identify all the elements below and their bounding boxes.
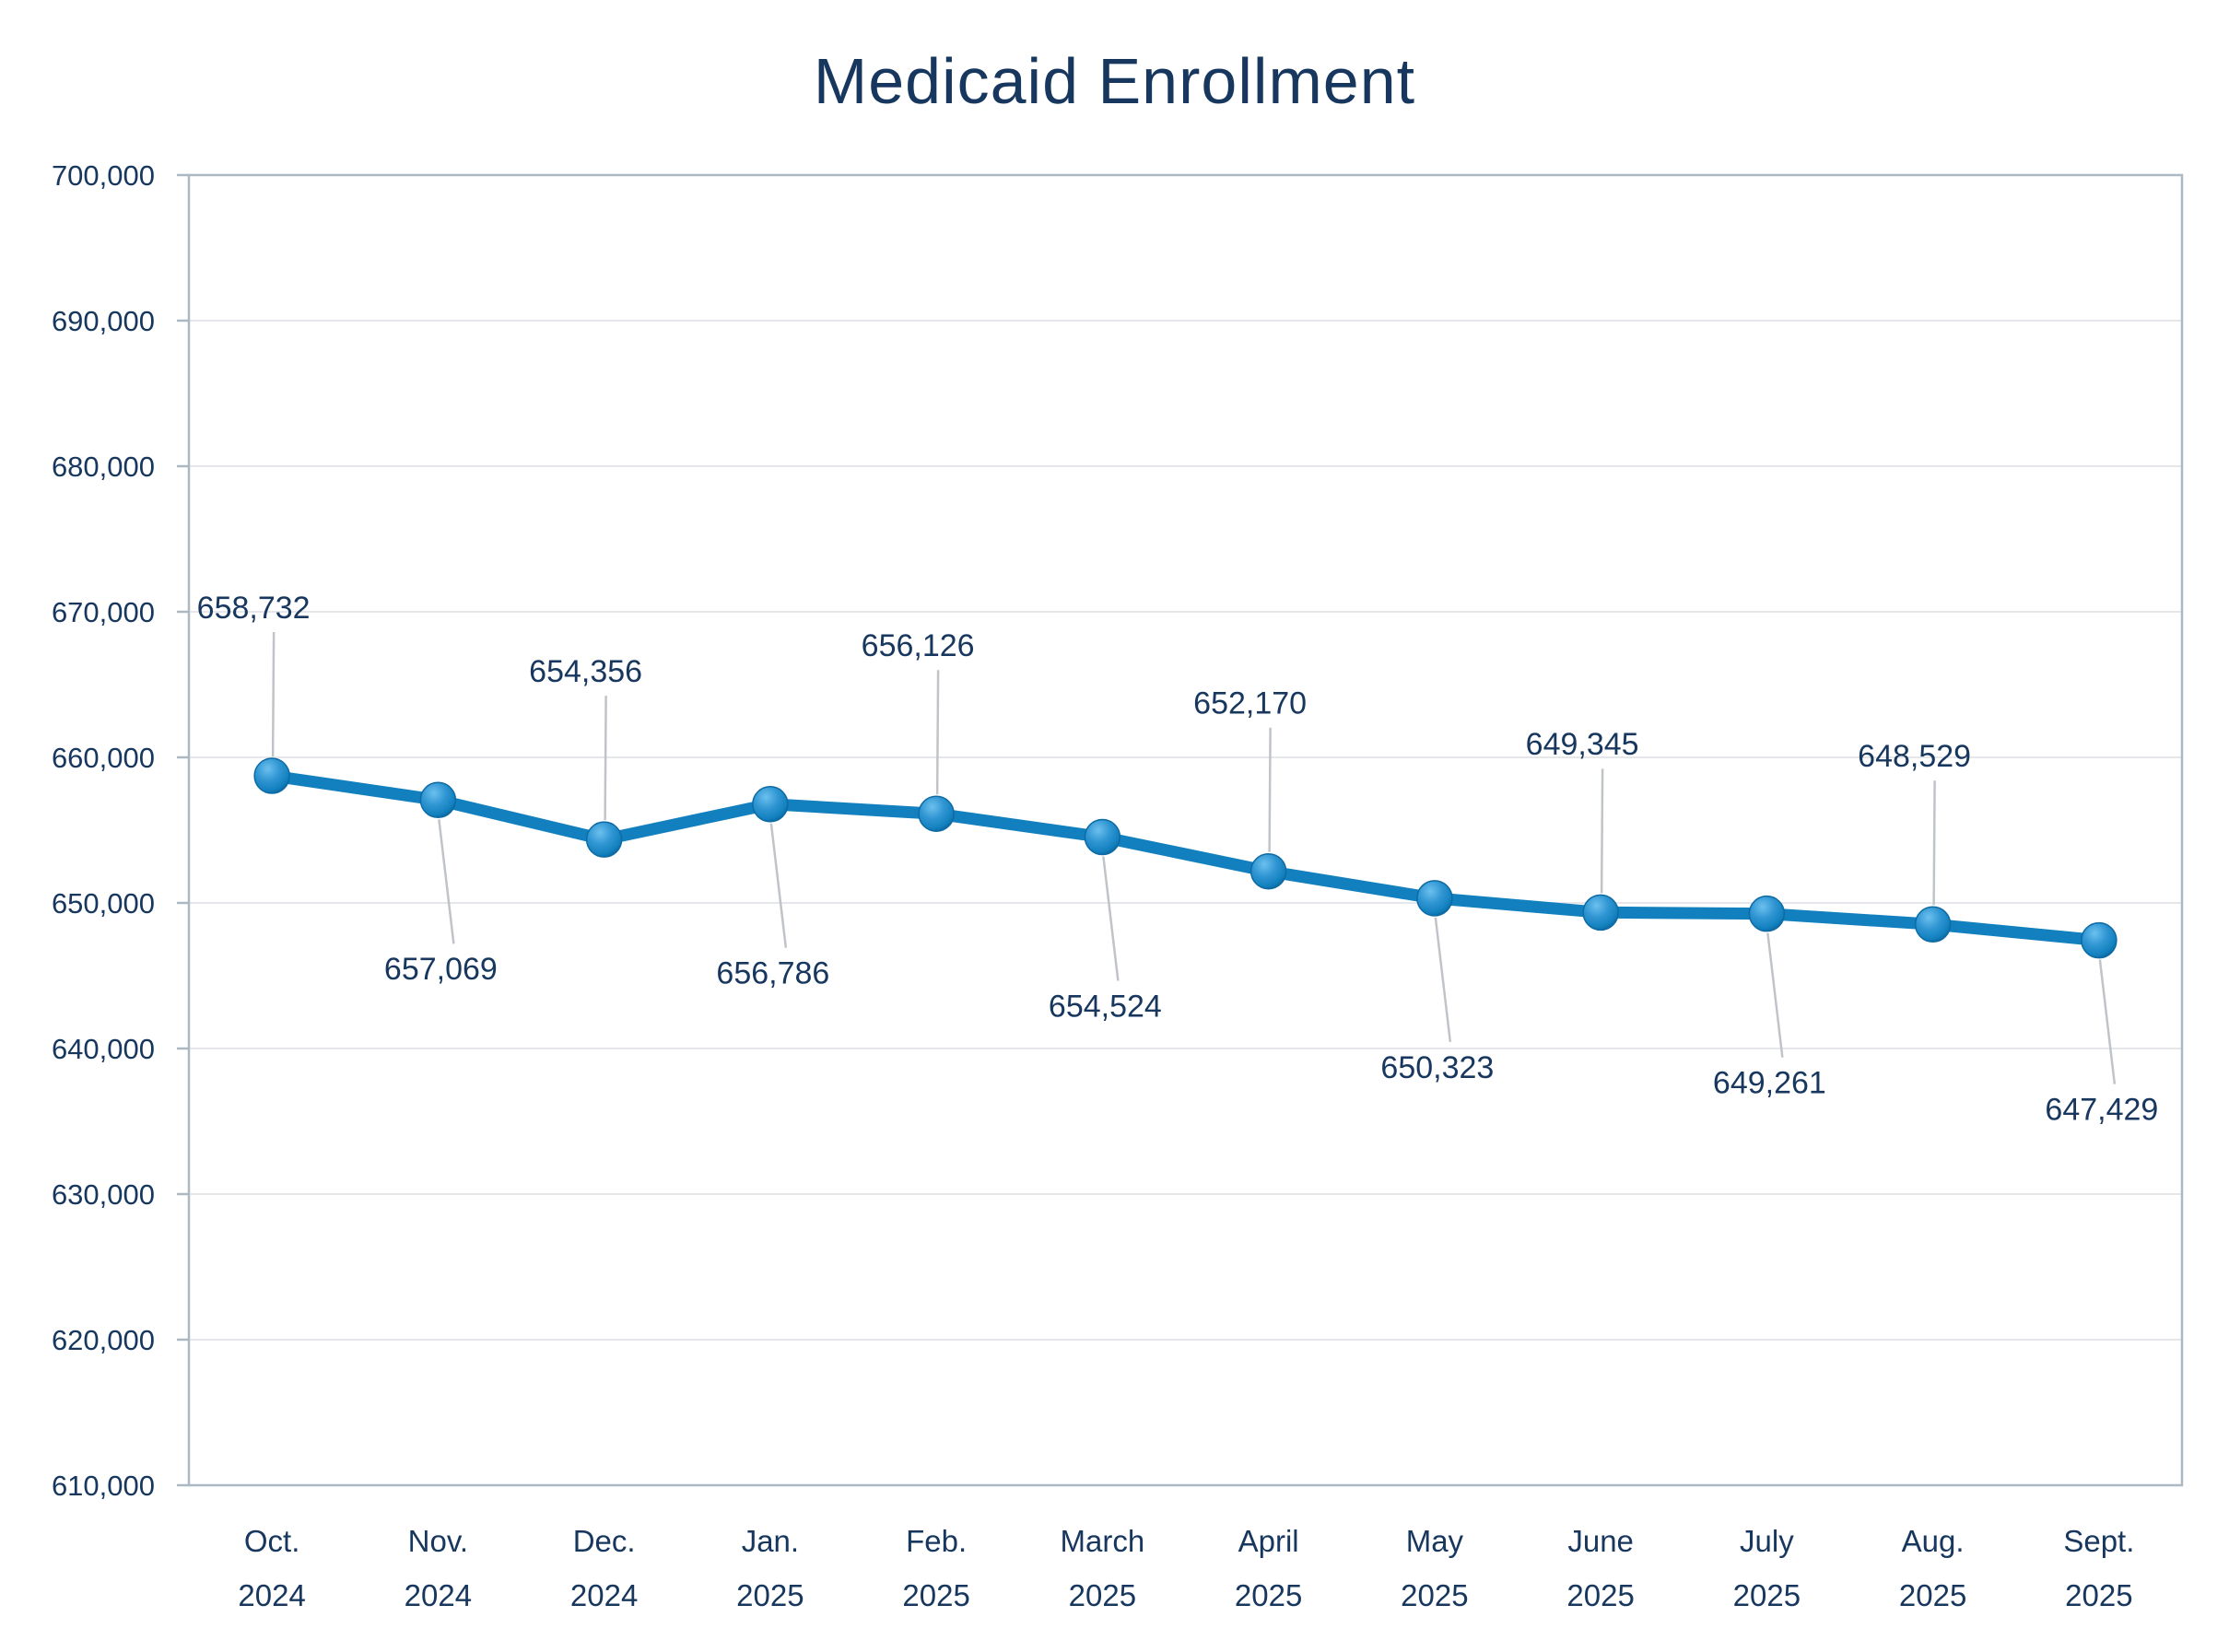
x-axis-tick-label-year: 2025 [902, 1578, 969, 1612]
x-axis-tick-label-year: 2025 [2065, 1578, 2132, 1612]
x-axis-tick-label-month: Jan. [742, 1524, 799, 1558]
enrollment-trend-line [265, 769, 2106, 947]
data-point-value-label: 654,356 [529, 654, 642, 689]
data-point-value-label: 652,170 [1193, 686, 1307, 721]
data-label-leader-line [769, 823, 788, 948]
x-axis-tick-label-year: 2025 [1733, 1578, 1801, 1612]
y-axis-tick-label: 650,000 [52, 887, 155, 920]
x-axis-tick-label-year: 2025 [1235, 1578, 1302, 1612]
data-point-marker [253, 757, 290, 794]
data-point-marker [1084, 818, 1121, 856]
y-axis-tick-label: 670,000 [52, 596, 155, 628]
y-axis-tick-label: 690,000 [52, 305, 155, 337]
y-axis-tick-label: 620,000 [52, 1324, 155, 1356]
data-point-marker [419, 781, 457, 819]
plot-area-border [187, 173, 2184, 1487]
x-axis-tick-label-month: Aug. [1902, 1524, 1965, 1558]
data-label-leader-line [438, 819, 455, 944]
x-axis-tick-label-month: July [1740, 1524, 1794, 1558]
y-axis-tick-label: 680,000 [52, 451, 155, 483]
data-point-marker [2081, 921, 2118, 959]
data-point-marker [1249, 852, 1287, 890]
data-point-value-label: 657,069 [384, 952, 498, 987]
x-axis-tick-label-month: Oct. [244, 1524, 300, 1558]
x-axis-tick-label-month: May [1406, 1524, 1464, 1558]
x-axis-tick-label-month: March [1061, 1524, 1145, 1558]
data-label-leader-line [1434, 917, 1452, 1043]
y-axis-tick-label: 640,000 [52, 1033, 155, 1065]
data-point-marker [1582, 894, 1619, 931]
chart-title: Medicaid Enrollment [813, 45, 1416, 117]
x-axis-tick-label-year: 2024 [238, 1578, 305, 1612]
x-axis-tick-label-month: April [1238, 1524, 1299, 1558]
y-axis-tick-label: 630,000 [52, 1178, 155, 1211]
data-label-leader-line [935, 670, 940, 795]
data-label-leader-line [1600, 768, 1604, 894]
data-label-leader-line [271, 632, 276, 757]
data-point-marker [1748, 895, 1786, 932]
x-axis-tick-label-year: 2024 [405, 1578, 472, 1612]
x-axis-tick-label-month: June [1567, 1524, 1634, 1558]
data-label-leader-line [1766, 932, 1784, 1058]
x-axis-tick-label-month: Feb. [906, 1524, 967, 1558]
data-label-leader-line [1932, 780, 1936, 906]
data-point-marker [1416, 880, 1453, 917]
y-axis-tick-label: 610,000 [52, 1470, 155, 1502]
data-point-value-label: 656,786 [716, 956, 829, 991]
x-axis-tick-label-month: Nov. [408, 1524, 468, 1558]
data-point-value-label: 658,732 [197, 591, 311, 626]
y-axis-tick-label: 700,000 [52, 159, 155, 192]
data-label-leader-line [1102, 856, 1120, 981]
data-point-marker [1914, 906, 1952, 943]
data-point-value-label: 649,261 [1713, 1066, 1826, 1101]
data-point-value-label: 654,524 [1049, 989, 1162, 1024]
x-axis-tick-label-year: 2024 [570, 1578, 638, 1612]
x-axis-tick-label-year: 2025 [1899, 1578, 1966, 1612]
data-point-marker [585, 821, 623, 858]
x-axis-tick-label-month: Sept. [2063, 1524, 2134, 1558]
x-axis-tick-label-year: 2025 [1069, 1578, 1136, 1612]
data-point-value-label: 649,345 [1526, 727, 1639, 762]
x-axis-tick-label-year: 2025 [736, 1578, 804, 1612]
x-axis-tick-label-year: 2025 [1401, 1578, 1468, 1612]
x-axis-tick-label-year: 2025 [1566, 1578, 1634, 1612]
data-point-marker [918, 795, 955, 832]
data-label-leader-line [604, 696, 607, 821]
data-point-value-label: 648,529 [1858, 739, 1971, 774]
data-label-leader-line [2098, 959, 2117, 1084]
data-label-leader-line [1268, 727, 1272, 852]
x-axis-tick-label-month: Dec. [573, 1524, 636, 1558]
data-point-value-label: 650,323 [1380, 1050, 1494, 1085]
data-point-value-label: 647,429 [2045, 1093, 2158, 1128]
y-axis-tick-label: 660,000 [52, 742, 155, 774]
data-point-marker [752, 786, 789, 823]
data-point-value-label: 656,126 [862, 628, 975, 663]
